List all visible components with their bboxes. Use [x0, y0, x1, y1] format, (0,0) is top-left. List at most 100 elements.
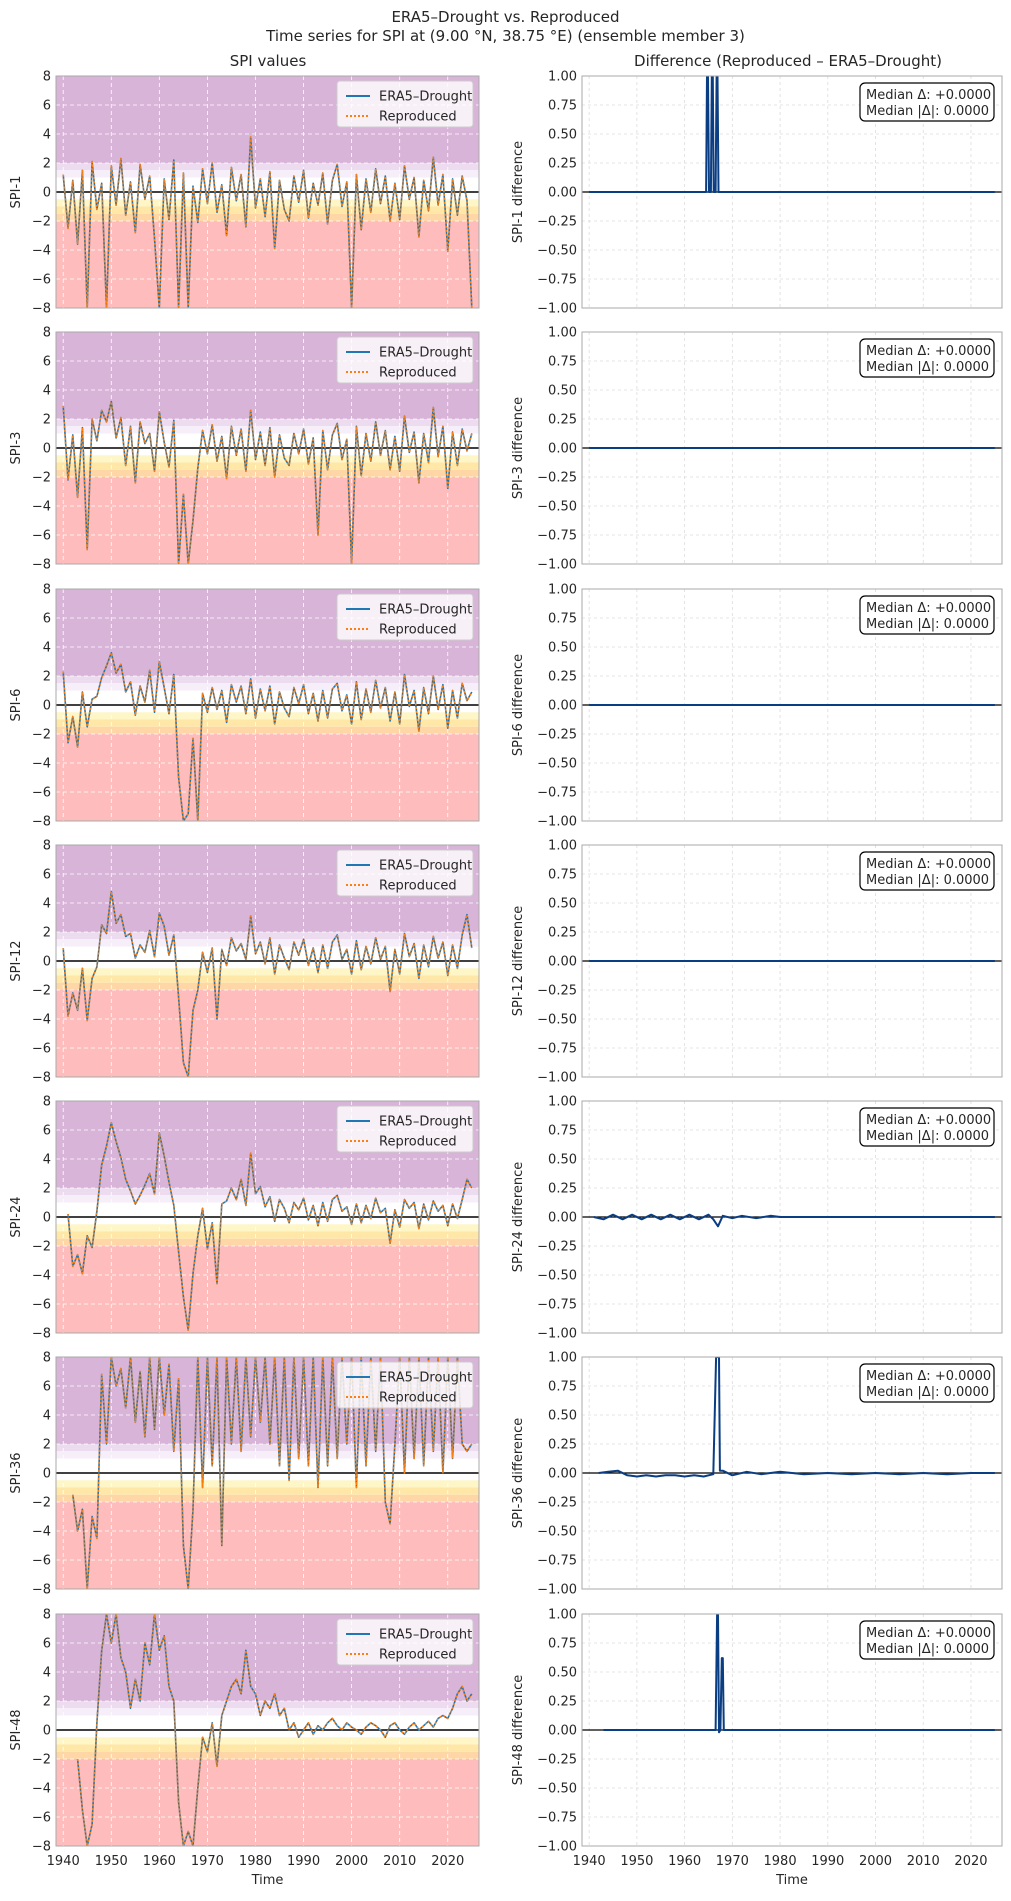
spi-48-values-series-reproduced	[76, 1614, 473, 1846]
y-tick-label: −1.00	[537, 558, 577, 573]
y-tick-label: −4	[32, 1782, 51, 1797]
y-tick-label: −2	[32, 1753, 51, 1768]
legend-box	[336, 849, 474, 897]
legend: ERA5–Drought Reproduced	[336, 336, 474, 384]
y-tick-label: 0.00	[548, 955, 577, 970]
spi-36-values-series-group	[72, 1357, 473, 1589]
spi-6-values-series-era5	[62, 651, 473, 821]
legend-label-reproduced: Reproduced	[379, 879, 457, 894]
y-tick-label: 6	[43, 612, 51, 627]
y-tick-label: 8	[43, 583, 51, 598]
x-tick-label: 1960	[143, 1854, 176, 1869]
y-tick-label: 1.00	[548, 1095, 577, 1110]
y-tick-label: 8	[43, 1608, 51, 1623]
legend-box	[336, 1361, 474, 1409]
y-tick-label: −0.75	[537, 1298, 577, 1313]
y-tick-label: 0.25	[548, 1182, 577, 1197]
spi-48-values-frame	[55, 1613, 480, 1847]
median-abs-delta-text: Median |Δ|: 0.0000	[866, 104, 989, 119]
extreme-dry-band	[56, 990, 479, 1077]
y-tick-label: 6	[43, 868, 51, 883]
y-tick-label: −8	[32, 1071, 51, 1086]
y-tick-label: −0.25	[537, 728, 577, 743]
y-tick-label: 0.75	[548, 1124, 577, 1139]
spi-3-difference-panel: 1.00 0.75 0.50 0.25 0.00 −0.25 −0.50 −0.75 −1.00…	[511, 326, 1003, 573]
legend: ERA5–Drought Reproduced	[336, 593, 474, 641]
spi-3-values-series-reproduced	[62, 400, 473, 564]
y-tick-label: 4	[43, 384, 51, 399]
legend-label-reproduced: Reproduced	[379, 1391, 457, 1406]
legend-label-era5: ERA5–Drought	[379, 1371, 472, 1386]
y-tick-label: −1.00	[537, 1327, 577, 1342]
median-abs-delta-text: Median |Δ|: 0.0000	[866, 1642, 989, 1657]
y-tick-label: 0.00	[548, 442, 577, 457]
y-tick-label: −2	[32, 1240, 51, 1255]
spi-1-values-series-reproduced	[62, 136, 473, 308]
y-tick-label: −6	[32, 1811, 51, 1826]
mild-dry-band	[56, 968, 479, 976]
y-tick-label: 0.50	[548, 1666, 577, 1681]
spi-1-values-frame	[55, 75, 480, 309]
legend-label-reproduced: Reproduced	[379, 623, 457, 638]
y-tick-label: 0.00	[548, 699, 577, 714]
x-tick-label: 1970	[716, 1854, 749, 1869]
median-delta-text: Median Δ: +0.0000	[866, 1113, 991, 1128]
y-tick-label: −2	[32, 728, 51, 743]
y-tick-label: 0.75	[548, 612, 577, 627]
y-tick-label: −4	[32, 244, 51, 259]
annotation-box	[859, 1363, 995, 1403]
y-tick-label: 0.00	[548, 1467, 577, 1482]
y-tick-label: 0.75	[548, 1380, 577, 1395]
legend-box	[336, 593, 474, 641]
very-wet-band	[56, 932, 479, 940]
y-tick-label: 1.00	[548, 1351, 577, 1366]
median-abs-delta-text: Median |Δ|: 0.0000	[866, 1385, 989, 1400]
y-tick-label: −6	[32, 529, 51, 544]
y-axis-label: SPI-12 difference	[511, 906, 526, 1017]
y-tick-label: −6	[32, 1554, 51, 1569]
y-tick-label: 6	[43, 355, 51, 370]
y-tick-label: −0.75	[537, 1042, 577, 1057]
median-abs-delta-text: Median |Δ|: 0.0000	[866, 360, 989, 375]
moderate-dry-band	[56, 1744, 479, 1752]
y-tick-label: −0.75	[537, 529, 577, 544]
x-tick-label: 1960	[668, 1854, 701, 1869]
severe-dry-band	[56, 982, 479, 990]
y-tick-label: 2	[43, 157, 51, 172]
y-tick-label: −0.50	[537, 1782, 577, 1797]
x-tick-label: 2000	[859, 1854, 892, 1869]
y-tick-label: −2	[32, 1496, 51, 1511]
moderate-dry-band	[56, 1487, 479, 1495]
moderate-dry-band	[56, 975, 479, 983]
spi-12-values-frame	[55, 844, 480, 1078]
mild-dry-band	[56, 712, 479, 720]
y-tick-label: 8	[43, 839, 51, 854]
y-tick-label: −0.25	[537, 1753, 577, 1768]
spi-36-difference-frame	[581, 1356, 1003, 1590]
extreme-dry-band	[56, 1502, 479, 1589]
spi-3-difference-frame	[581, 331, 1003, 565]
y-tick-label: 0.00	[548, 1211, 577, 1226]
very-wet-band	[56, 419, 479, 427]
x-axis-label: Time	[775, 1873, 808, 1888]
y-tick-label: −6	[32, 273, 51, 288]
y-tick-label: 0.25	[548, 926, 577, 941]
figure-title: ERA5–Drought vs. Reproduced	[391, 8, 619, 26]
spi-12-values-series-group	[62, 890, 473, 1077]
x-tick-label: 1980	[764, 1854, 797, 1869]
y-tick-label: 0	[43, 442, 51, 457]
y-tick-label: 0	[43, 699, 51, 714]
y-tick-label: −1.00	[537, 302, 577, 317]
severe-dry-band	[56, 1751, 479, 1759]
spi-36-values-series-reproduced	[72, 1357, 473, 1589]
spi-48-values-series-group	[76, 1614, 473, 1846]
median-abs-delta-text: Median |Δ|: 0.0000	[866, 617, 989, 632]
y-axis-label: SPI-24 difference	[511, 1162, 526, 1273]
y-tick-label: 6	[43, 1124, 51, 1139]
y-tick-label: 4	[43, 1153, 51, 1168]
spi-12-difference-panel: 1.00 0.75 0.50 0.25 0.00 −0.25 −0.50 −0.75 −1.00…	[511, 839, 1003, 1086]
y-tick-label: −0.50	[537, 757, 577, 772]
extreme-dry-band	[56, 734, 479, 821]
